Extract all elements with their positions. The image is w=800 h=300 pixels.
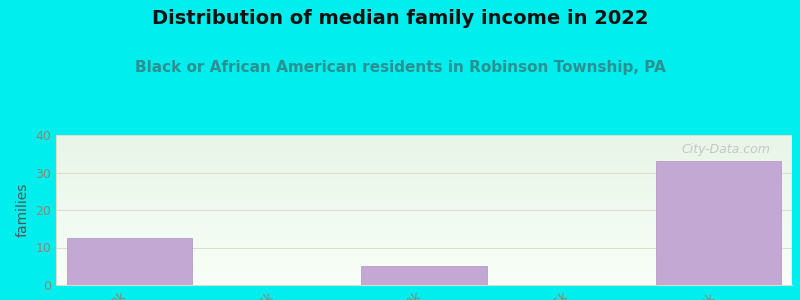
Y-axis label: families: families bbox=[16, 183, 30, 237]
Text: Distribution of median family income in 2022: Distribution of median family income in … bbox=[152, 9, 648, 28]
Text: City-Data.com: City-Data.com bbox=[681, 142, 770, 155]
Bar bbox=[656, 161, 781, 285]
Bar bbox=[362, 266, 486, 285]
Bar bbox=[67, 238, 192, 285]
Text: Black or African American residents in Robinson Township, PA: Black or African American residents in R… bbox=[134, 60, 666, 75]
